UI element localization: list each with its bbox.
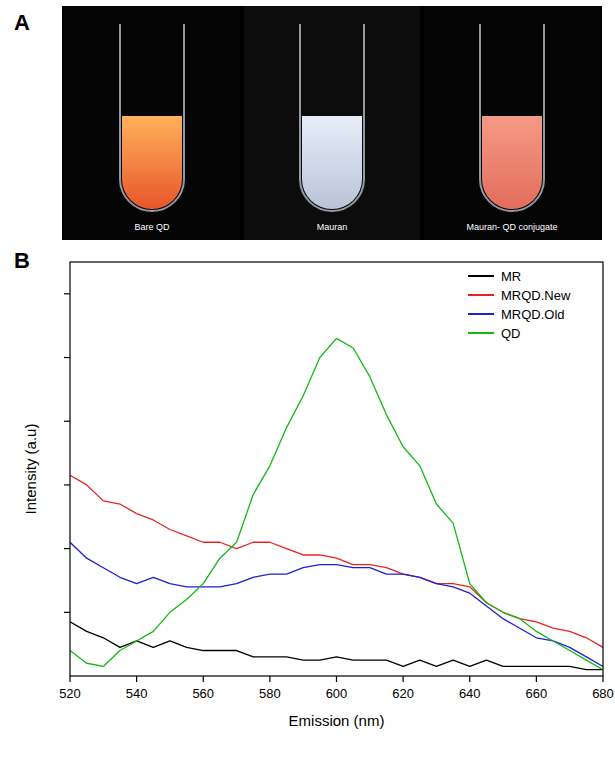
- y-axis-title: Intensity (a.u): [22, 424, 39, 515]
- series-line: [70, 622, 603, 670]
- x-tick: [69, 676, 70, 682]
- vial: [120, 24, 184, 211]
- photo-panel: [244, 6, 420, 240]
- y-tick: [64, 357, 70, 358]
- x-tick: [602, 676, 603, 682]
- x-tick: [136, 676, 137, 682]
- figure: A Bare QD Mauran Mauran- QD conjugate B 520 54…: [0, 0, 615, 761]
- x-tick-label: 540: [126, 686, 148, 701]
- photo-background: [62, 6, 602, 240]
- plot-frame: [70, 262, 603, 676]
- x-tick-label: 600: [326, 686, 348, 701]
- vial-label: Mauran- QD conjugate: [466, 222, 557, 232]
- photo-panel: [424, 6, 600, 240]
- x-tick: [469, 676, 470, 682]
- legend-swatch: [468, 313, 494, 315]
- legend-label: QD: [501, 326, 521, 341]
- y-tick: [64, 293, 70, 294]
- y-tick: [64, 612, 70, 613]
- legend-swatch: [468, 294, 494, 296]
- legend: MR MRQD.New MRQD.Old QD: [468, 269, 571, 341]
- x-axis-title: Emission (nm): [289, 712, 385, 729]
- panel-letter: A: [14, 10, 30, 35]
- x-tick: [203, 676, 204, 682]
- legend-label: MRQD.Old: [501, 307, 565, 322]
- lines: [70, 338, 603, 669]
- vial-label: Bare QD: [134, 222, 170, 232]
- x-tick-label: 520: [59, 686, 81, 701]
- x-tick-label: 620: [392, 686, 414, 701]
- vial-liquid: [482, 116, 542, 209]
- y-tick: [64, 548, 70, 549]
- panel-letter: B: [14, 248, 30, 273]
- y-tick: [64, 484, 70, 485]
- vial-liquid: [122, 116, 182, 209]
- legend-label: MR: [501, 269, 521, 284]
- x-tick: [536, 676, 537, 682]
- vial: [300, 24, 364, 211]
- x-tick-label: 660: [526, 686, 548, 701]
- x-tick: [269, 676, 270, 682]
- legend-swatch: [468, 332, 494, 334]
- vial-liquid: [302, 116, 362, 209]
- series-line: [70, 338, 603, 669]
- x-tick-label: 640: [459, 686, 481, 701]
- legend-label: MRQD.New: [501, 288, 571, 303]
- legend-swatch: [468, 275, 494, 277]
- series-line: [70, 542, 603, 666]
- y-tick: [64, 421, 70, 422]
- x-tick-label: 580: [259, 686, 281, 701]
- vial-label: Mauran: [317, 222, 348, 232]
- x-tick: [403, 676, 404, 682]
- x-tick-label: 560: [192, 686, 214, 701]
- x-tick-label: 680: [592, 686, 614, 701]
- x-tick: [336, 676, 337, 682]
- vial: [480, 24, 544, 211]
- photo-panel: [64, 6, 240, 240]
